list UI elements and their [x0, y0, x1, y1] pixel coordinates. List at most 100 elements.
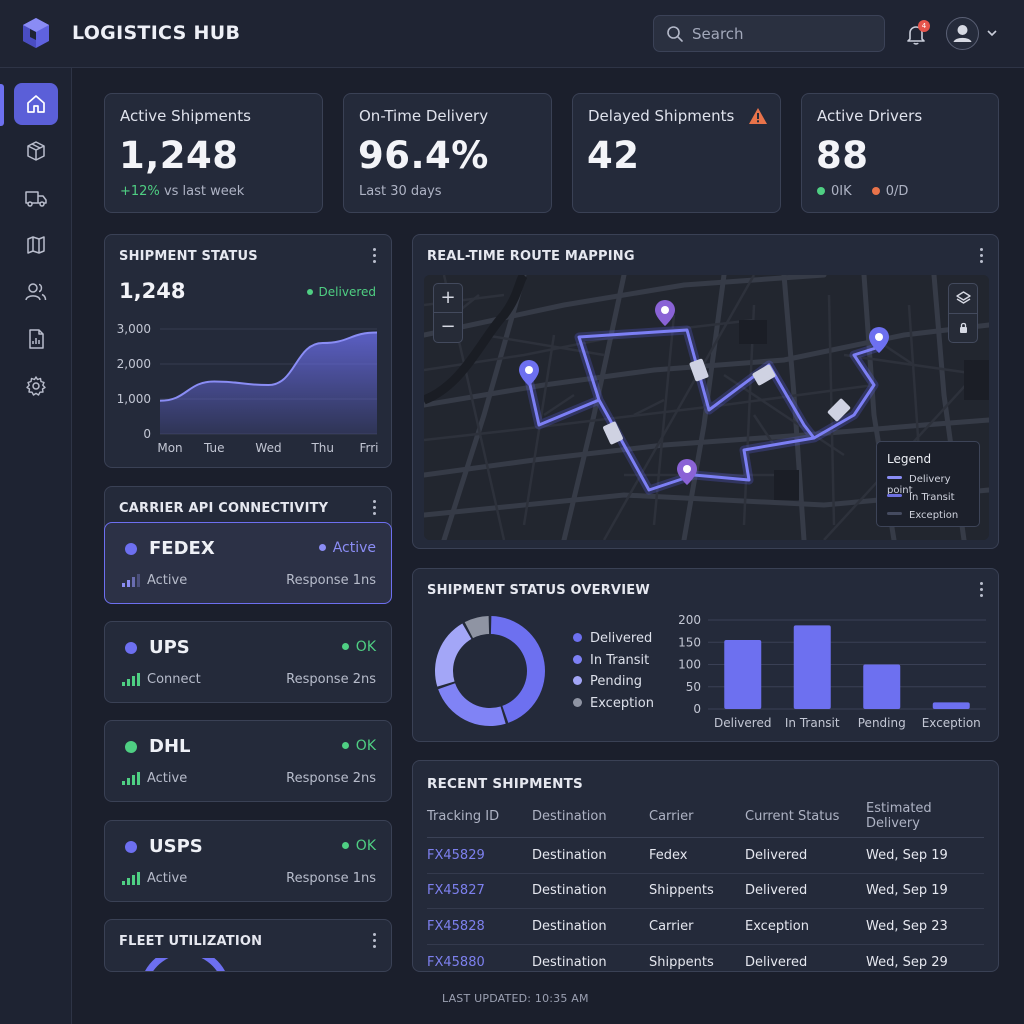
carrier-name: USPS [149, 836, 203, 857]
sidebar-item-shipments[interactable] [14, 130, 58, 172]
carrier-card-dhl[interactable]: DHL OK Active Response 2ns [104, 720, 392, 802]
chevron-down-icon[interactable] [986, 27, 998, 39]
more-icon[interactable] [980, 582, 984, 598]
lock-icon[interactable] [957, 321, 970, 335]
table-cell: Wed, Sep 19 [866, 873, 984, 909]
section-title: CARRIER API CONNECTIVITY [119, 501, 329, 516]
sidebar-item-reports[interactable] [14, 318, 58, 360]
table-cell: Exception [745, 908, 866, 945]
bell-icon[interactable] [904, 22, 928, 46]
last-updated: LAST UPDATED: 10:35 AM [442, 992, 589, 1005]
carrier-name: FEDEX [149, 538, 215, 559]
map-legend: Legend Delivery point In Transit Excepti… [876, 441, 980, 527]
home-icon [27, 95, 45, 113]
kpi-value: 88 [816, 134, 869, 177]
zoom-in-button[interactable]: + [434, 284, 462, 313]
table-cell: Fedex [649, 837, 745, 874]
zoom-out-button[interactable]: − [440, 316, 456, 337]
bar-delivered [724, 640, 762, 709]
kpi-value: 1,248 [119, 134, 239, 177]
kpi-active-shipments: Active Shipments 1,248 +12% vs last week [104, 93, 323, 213]
table-row[interactable]: FX45880 Destination Shippents Delivered Wed,… [427, 944, 984, 980]
truck-markers [603, 358, 851, 445]
fleet-gauge [145, 958, 225, 971]
sidebar [0, 68, 72, 1024]
carrier-connection: Active [147, 771, 188, 786]
logo-cube-icon [23, 18, 49, 48]
more-icon[interactable] [373, 248, 377, 264]
sidebar-item-drivers[interactable] [14, 271, 58, 313]
search-input[interactable] [692, 22, 872, 46]
y-tick-label: 0 [693, 702, 701, 716]
section-title: SHIPMENT STATUS [119, 249, 258, 264]
tracking-id-link[interactable]: FX45829 [427, 837, 532, 874]
kpi-change: +12% vs last week [120, 184, 244, 199]
legend-item: Delivery point [887, 474, 979, 496]
sidebar-item-settings[interactable] [14, 365, 58, 407]
status-overview-card: SHIPMENT STATUS OVERVIEW Delivered In Tr… [412, 568, 999, 742]
table-cell: Wed, Sep 23 [866, 908, 984, 945]
x-tick-label: Mon [157, 441, 182, 455]
top-bar: LOGISTICS HUB 4 [0, 0, 1024, 68]
kpi-on-time-delivery: On-Time Delivery 96.4% Last 30 days [343, 93, 552, 213]
driver-ok-count: 0IK [831, 184, 852, 199]
donut-slice-in-transit [438, 683, 506, 726]
carrier-status: OK [341, 738, 376, 754]
y-tick-label: 3,000 [117, 322, 151, 336]
truck-icon [25, 191, 47, 207]
table-row[interactable]: FX45828 Destination Carrier Exception Wed, S… [427, 908, 984, 945]
shipment-area-chart: 3,000 2,000 1,000 0 Mon Tue Wed Thu Frri [117, 322, 379, 455]
column-header: Carrier [649, 801, 745, 838]
map-layer-controls [948, 283, 978, 343]
table-cell: Wed, Sep 29 [866, 954, 948, 970]
carrier-response-time: Response 1ns [286, 573, 376, 588]
donut-slice-exception [464, 616, 490, 639]
table-cell: Shippents [649, 954, 714, 970]
carrier-card-fedex[interactable]: FEDEX Active Active Response 1ns [104, 522, 392, 604]
carrier-card-ups[interactable]: UPS OK Connect Response 2ns [104, 621, 392, 703]
table-cell: Delivered [745, 873, 866, 909]
carrier-response-time: Response 2ns [286, 771, 376, 786]
search-box[interactable] [653, 15, 885, 52]
more-icon[interactable] [373, 933, 377, 949]
table-cell: Destination [532, 873, 649, 909]
legend-item: Exception [887, 510, 958, 521]
carrier-connection: Active [147, 871, 188, 886]
y-tick-label: 100 [678, 658, 701, 672]
carrier-card-usps[interactable]: USPS OK Active Response 1ns [104, 820, 392, 902]
legend-item: Pending [573, 674, 654, 696]
notification-badge: 4 [918, 20, 930, 32]
shipment-status-card: SHIPMENT STATUS 1,248 Delivered 3,000 2,0… [104, 234, 392, 468]
sidebar-item-routes[interactable] [14, 224, 58, 266]
sidebar-item-home[interactable] [14, 83, 58, 125]
carrier-response-time: Response 1ns [286, 871, 376, 886]
carrier-response-time: Response 2ns [286, 672, 376, 687]
carrier-status-dot [125, 741, 137, 753]
layers-icon[interactable] [955, 290, 972, 307]
tracking-id-link[interactable]: FX45827 [427, 873, 532, 909]
carrier-status-label: OK [355, 738, 376, 754]
table-row[interactable]: FX45829 Destination Fedex Delivered Wed, Sep… [427, 837, 984, 874]
kpi-label: Delayed Shipments [588, 107, 735, 125]
sidebar-item-fleet[interactable] [14, 177, 58, 219]
x-tick-label: Frri [359, 441, 378, 455]
donut-legend: Delivered In Transit Pending Exception [573, 631, 654, 717]
tracking-id-link[interactable]: FX45880 [427, 954, 485, 970]
more-icon[interactable] [980, 248, 984, 264]
legend-item: Exception [573, 696, 654, 718]
table-row[interactable]: FX45827 Destination Shippents Delivered Wed,… [427, 873, 984, 909]
legend-label: Delivered [590, 631, 653, 646]
tracking-id-link[interactable]: FX45828 [427, 908, 532, 945]
more-icon[interactable] [373, 500, 377, 516]
avatar[interactable] [946, 17, 979, 50]
bar-in-transit [793, 625, 831, 709]
map-icon [27, 236, 45, 254]
x-tick-label: Pending [858, 716, 906, 730]
legend-label: In Transit [590, 652, 650, 668]
carrier-status-label: Active [332, 540, 376, 556]
search-icon [667, 26, 683, 42]
report-icon [29, 329, 44, 349]
driver-off-count: 0/D [885, 184, 909, 199]
y-tick-label: 50 [686, 680, 701, 694]
kpi-active-drivers: Active Drivers 88 0IK 0/D [801, 93, 999, 213]
